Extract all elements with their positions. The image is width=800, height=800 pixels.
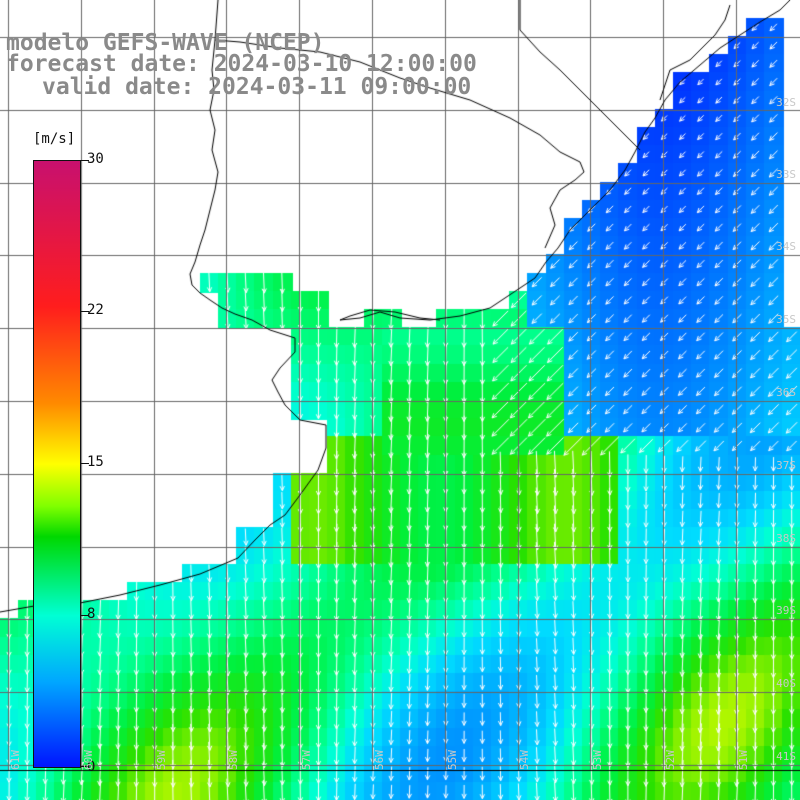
lat-label: 36S (776, 386, 796, 399)
colorbar-tick-label: 15 (87, 454, 104, 470)
lon-label: 55W (446, 750, 459, 770)
lat-label: 32S (776, 96, 796, 109)
colorbar-tick-label: 0 (87, 759, 96, 775)
lat-label: 37S (776, 459, 796, 472)
lon-label: 60W (82, 750, 95, 770)
lat-label: 40S (776, 677, 796, 690)
lon-label: 58W (227, 750, 240, 770)
lon-label: 61W (9, 750, 22, 770)
colorbar-tick (81, 311, 89, 312)
colorbar-unit: [m/s] (33, 131, 76, 147)
lat-label: 41S (776, 750, 796, 763)
lon-label: 51W (737, 750, 750, 770)
lon-label: 53W (591, 750, 604, 770)
lon-label: 54W (518, 750, 531, 770)
colorbar-tick (81, 463, 89, 464)
lat-label: 33S (776, 168, 796, 181)
colorbar-tick-label: 30 (87, 151, 104, 167)
colorbar-tick (81, 615, 89, 616)
title-model: modelo GEFS-WAVE (NCEP) (6, 30, 325, 56)
colorbar-tick (81, 766, 89, 767)
lat-label: 35S (776, 313, 796, 326)
title-valid-date: valid date: 2024-03-11 09:00:00 (42, 74, 472, 100)
lat-label: 34S (776, 240, 796, 253)
lon-label: 52W (664, 750, 677, 770)
lat-label: 38S (776, 532, 796, 545)
lon-label: 59W (155, 750, 168, 770)
title-forecast-date: forecast date: 2024-03-10 12:00:00 (6, 51, 477, 77)
colorbar (33, 160, 81, 768)
colorbar-tick (81, 160, 89, 161)
colorbar-tick-label: 22 (87, 302, 104, 318)
colorbar-tick-label: 8 (87, 606, 96, 622)
lat-label: 39S (776, 604, 796, 617)
lon-label: 57W (300, 750, 313, 770)
lon-label: 56W (373, 750, 386, 770)
